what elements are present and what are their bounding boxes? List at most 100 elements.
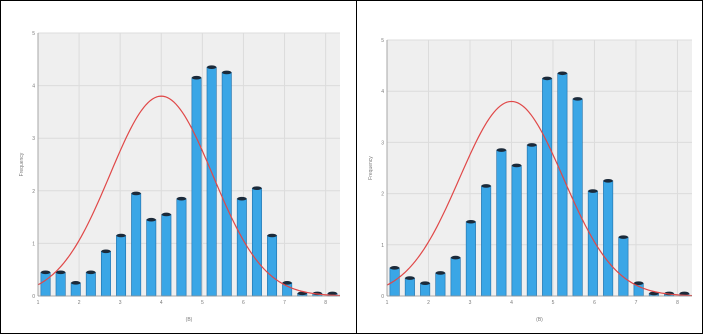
histogram-bar-cap	[466, 219, 476, 224]
x-tick-label: 4	[510, 300, 513, 306]
histogram-bar-cap	[405, 276, 415, 280]
histogram-bar-cap	[237, 196, 247, 201]
histogram-bar	[420, 282, 431, 297]
x-tick-label: 7	[635, 300, 638, 306]
x-axis-label: (B)	[186, 317, 193, 323]
histogram-bar-cap	[327, 291, 338, 296]
histogram-bar-cap	[618, 235, 629, 239]
histogram-bar-cap	[542, 76, 552, 81]
histogram-bar	[116, 235, 127, 297]
y-tick-label: 4	[381, 89, 384, 95]
x-tick-label: 5	[201, 300, 204, 306]
x-tick-label: 3	[469, 300, 472, 306]
x-tick-label: 4	[160, 300, 163, 306]
histogram-bar-cap	[588, 189, 598, 193]
x-tick-label: 2	[78, 300, 81, 306]
histogram-bar-cap	[101, 249, 111, 254]
x-tick-label: 8	[324, 300, 327, 306]
x-tick-label: 6	[242, 300, 245, 306]
plot-area	[387, 40, 692, 296]
histogram-bar	[70, 282, 81, 297]
histogram-bar-cap	[557, 71, 568, 76]
histogram-bar-cap	[527, 143, 537, 147]
x-tick-label: 1	[37, 300, 40, 306]
histogram-bar-cap	[511, 163, 522, 168]
chart-panel-left: 1 2 3 4 5 6 7 8 0 1 2 3 4 5 (B) Frequency	[19, 31, 341, 323]
histogram-bar	[146, 219, 157, 297]
histogram-bar	[526, 144, 537, 297]
histogram-bar	[572, 98, 583, 297]
histogram-bar-cap	[481, 184, 491, 188]
histogram-bar	[389, 267, 400, 297]
histogram-bar	[100, 250, 111, 297]
histogram-bar-cap	[71, 281, 81, 285]
y-tick-label: 5	[381, 38, 384, 44]
x-tick-label: 2	[427, 300, 430, 306]
histogram-bar-cap	[146, 217, 156, 222]
y-tick-label: 0	[32, 294, 35, 300]
histogram-bar	[85, 272, 96, 297]
histogram-bar-cap	[603, 179, 613, 183]
y-tick-label: 1	[32, 241, 35, 247]
normal-fit-curve	[386, 100, 693, 297]
histogram-bar	[251, 187, 262, 297]
histogram-bar	[191, 77, 202, 297]
x-tick-label: 3	[119, 300, 122, 306]
histogram-bar-cap	[252, 186, 262, 190]
histogram-bar	[435, 272, 446, 297]
x-tick-label: 7	[283, 300, 286, 306]
histogram-bar-cap	[176, 196, 187, 201]
histogram-bar	[587, 190, 598, 297]
histogram-bar-cap	[161, 212, 172, 217]
histogram-bar	[542, 78, 553, 297]
histogram-bar-cap	[131, 191, 141, 196]
histogram-bar-cap	[679, 291, 690, 296]
plot-area	[38, 33, 340, 296]
histogram-bar-cap	[40, 270, 51, 275]
y-axis-label: Frequency	[368, 156, 374, 180]
x-tick-label: 6	[593, 300, 596, 306]
histogram-bar	[450, 257, 461, 297]
histogram-bar-cap	[420, 281, 430, 286]
histogram-bar	[176, 198, 187, 297]
histogram-bar-cap	[282, 281, 292, 285]
y-tick-label: 0	[381, 294, 384, 300]
histogram-bar	[55, 272, 66, 297]
histogram-bar	[236, 198, 247, 297]
y-tick-label: 4	[32, 84, 35, 90]
histogram-bar	[465, 221, 476, 297]
histogram-bar	[267, 235, 278, 297]
histogram-bar-cap	[116, 233, 126, 238]
histogram-bar-cap	[222, 70, 232, 75]
histogram-bar-cap	[267, 233, 277, 238]
histogram-bar	[481, 185, 492, 297]
x-axis-label: (B)	[536, 317, 543, 323]
histogram-bar-cap	[389, 266, 400, 270]
chart-panel-right: 1 2 3 4 5 6 7 8 0 1 2 3 4 5 (B) Frequency	[357, 0, 703, 334]
x-tick-label: 8	[676, 300, 679, 306]
histogram-bar	[404, 277, 415, 297]
histogram-bar-cap	[86, 270, 96, 275]
y-tick-label: 1	[381, 243, 384, 249]
histogram-bar	[221, 72, 232, 297]
y-tick-label: 2	[381, 192, 384, 198]
histogram-bar	[496, 149, 507, 297]
y-tick-label: 2	[32, 189, 35, 195]
histogram-bar-cap	[572, 97, 583, 101]
y-axis-label: Frequency	[19, 152, 25, 176]
y-tick-label: 3	[381, 140, 384, 146]
histogram-bar-cap	[435, 271, 446, 275]
histogram-bar-cap	[206, 65, 217, 69]
histogram-bar	[40, 272, 51, 297]
x-tick-label: 1	[386, 300, 389, 306]
x-tick-label: 5	[552, 300, 555, 306]
histogram-bar	[511, 165, 522, 297]
histogram-bar-cap	[450, 255, 461, 260]
y-tick-label: 5	[32, 31, 35, 37]
histogram-bar	[161, 214, 172, 297]
histogram-bar-cap	[191, 75, 202, 80]
panel-divider	[356, 0, 357, 334]
histogram-bar-cap	[55, 270, 66, 275]
histogram-bar	[618, 236, 629, 297]
